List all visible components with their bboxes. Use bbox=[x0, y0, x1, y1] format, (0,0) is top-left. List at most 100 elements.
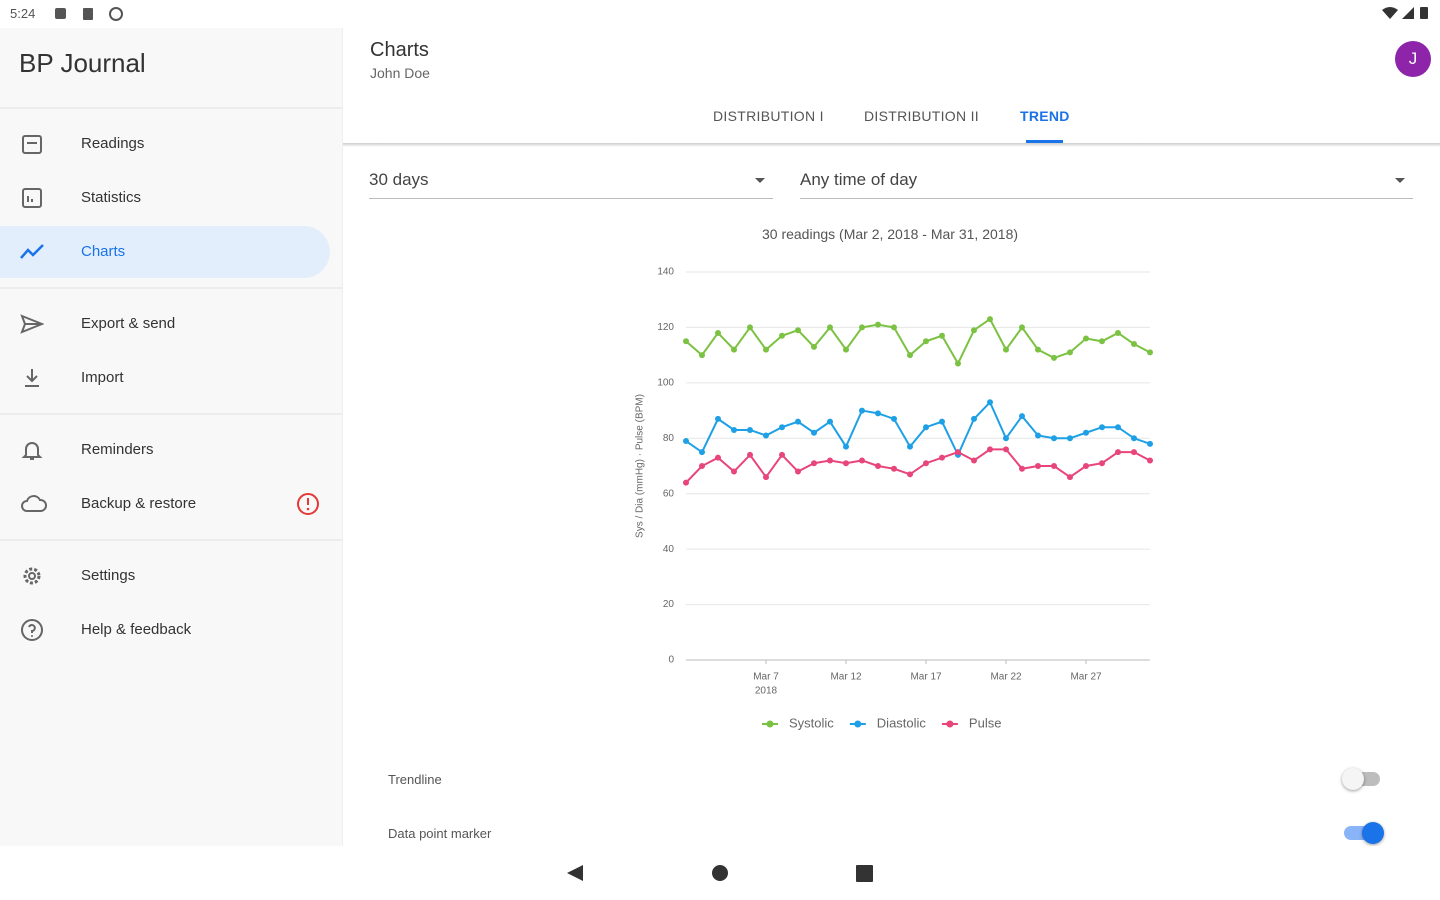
icon bbox=[25, 369, 39, 387]
data-point bbox=[1067, 474, 1073, 481]
divider bbox=[0, 539, 342, 541]
dropdown[interactable]: 30 days bbox=[369, 170, 773, 199]
data-point bbox=[939, 332, 945, 339]
page-subtitle: John Doe bbox=[370, 65, 430, 81]
label: Help & feedback bbox=[81, 621, 192, 638]
dropdown-arrow bbox=[755, 178, 765, 183]
menu-item[interactable]: Import bbox=[0, 352, 330, 404]
data-point bbox=[699, 352, 705, 359]
series-line bbox=[685, 448, 1151, 484]
icon bbox=[20, 244, 44, 259]
data-point bbox=[683, 438, 689, 445]
x-tick-label: Mar 22 bbox=[990, 672, 1022, 683]
data-point bbox=[971, 457, 977, 464]
data-point bbox=[731, 468, 737, 475]
series-line bbox=[685, 317, 1151, 366]
data-point bbox=[779, 424, 785, 431]
data-point bbox=[923, 338, 929, 345]
status-right bbox=[1382, 7, 1428, 19]
data-point bbox=[1147, 440, 1153, 447]
data-point bbox=[1067, 349, 1073, 356]
tab-active[interactable]: TREND bbox=[1020, 108, 1070, 124]
data-point bbox=[811, 429, 817, 436]
data-point bbox=[1115, 449, 1121, 456]
data-point bbox=[715, 415, 721, 422]
y-tick-label: 0 bbox=[668, 655, 674, 666]
legend-dot bbox=[854, 720, 862, 728]
data-point bbox=[1083, 463, 1089, 469]
back-button[interactable] bbox=[567, 865, 583, 881]
status-time: 5:24 bbox=[10, 6, 36, 21]
tab[interactable]: DISTRIBUTION I bbox=[713, 108, 824, 124]
nav-drawer: BP Journal Readings Statistics Charts Ex… bbox=[0, 28, 343, 846]
x-tick-label: Mar 7 bbox=[753, 672, 779, 683]
page-title: Charts bbox=[370, 39, 429, 61]
series-line bbox=[685, 400, 1151, 458]
menu-item[interactable]: Backup & restore bbox=[0, 478, 330, 530]
data-point bbox=[699, 463, 705, 469]
data-point bbox=[923, 424, 929, 431]
y-tick-label: 80 bbox=[663, 433, 675, 444]
menu-item[interactable]: Settings bbox=[0, 550, 330, 602]
menu-item[interactable]: Reminders bbox=[0, 424, 330, 476]
x-tick-label: Mar 12 bbox=[830, 672, 862, 683]
tab[interactable]: DISTRIBUTION II bbox=[864, 108, 979, 124]
menu-item[interactable]: Readings bbox=[0, 118, 330, 170]
y-axis-label: Sys / Dia (mmHg) · Pulse (BPM) bbox=[635, 394, 646, 538]
x-tick-label: Mar 27 bbox=[1070, 672, 1102, 683]
data-point bbox=[859, 457, 865, 464]
avatar[interactable]: J bbox=[1395, 41, 1431, 77]
chart-title: 30 readings (Mar 2, 2018 - Mar 31, 2018) bbox=[761, 226, 1019, 242]
data-point bbox=[987, 316, 993, 323]
data-point bbox=[907, 352, 913, 359]
data-point bbox=[987, 446, 993, 453]
toggle[interactable] bbox=[1342, 821, 1384, 845]
data-point bbox=[1051, 435, 1057, 442]
divider bbox=[0, 287, 342, 289]
menu-item-active[interactable]: Charts bbox=[0, 226, 330, 278]
data-point bbox=[891, 465, 897, 472]
data-point bbox=[1099, 424, 1105, 431]
icon bbox=[21, 442, 43, 460]
label: Statistics bbox=[81, 189, 142, 206]
icon bbox=[21, 619, 43, 641]
data-point bbox=[859, 324, 865, 331]
data-point bbox=[1099, 338, 1105, 345]
dropdown-value: Any time of day bbox=[800, 170, 918, 189]
legend-label: Pulse bbox=[969, 715, 1002, 730]
label: Readings bbox=[81, 135, 145, 152]
menu-item[interactable]: Export & send bbox=[0, 298, 330, 350]
data-point bbox=[811, 343, 817, 350]
data-point bbox=[731, 426, 737, 433]
menu-item[interactable]: Help & feedback bbox=[0, 604, 330, 656]
data-point bbox=[971, 415, 977, 422]
label: Charts bbox=[81, 243, 126, 260]
legend-label: Diastolic bbox=[877, 715, 927, 730]
y-tick-label: 120 bbox=[657, 322, 674, 333]
data-point bbox=[779, 451, 785, 458]
data-point bbox=[1147, 349, 1153, 356]
data-point bbox=[875, 321, 881, 328]
data-point bbox=[747, 324, 753, 331]
data-point bbox=[891, 324, 897, 331]
divider bbox=[0, 107, 342, 109]
data-point bbox=[763, 346, 769, 353]
recents-button[interactable] bbox=[856, 865, 873, 882]
data-point bbox=[715, 329, 721, 336]
y-tick-label: 40 bbox=[663, 544, 675, 555]
data-point bbox=[1083, 335, 1089, 342]
data-point bbox=[1131, 341, 1137, 348]
data-point bbox=[1115, 329, 1121, 336]
menu-item[interactable]: Statistics bbox=[0, 172, 330, 224]
data-point bbox=[1115, 424, 1121, 431]
data-point bbox=[1131, 435, 1137, 442]
dropdown[interactable]: Any time of day bbox=[800, 170, 1413, 199]
data-point bbox=[907, 471, 913, 478]
tab-indicator bbox=[1026, 140, 1063, 143]
data-point bbox=[795, 327, 801, 334]
legend-label: Systolic bbox=[789, 715, 834, 730]
toggle[interactable] bbox=[1342, 767, 1382, 791]
home-button[interactable] bbox=[712, 865, 728, 881]
data-point bbox=[1019, 465, 1025, 472]
alert-icon bbox=[297, 493, 319, 515]
